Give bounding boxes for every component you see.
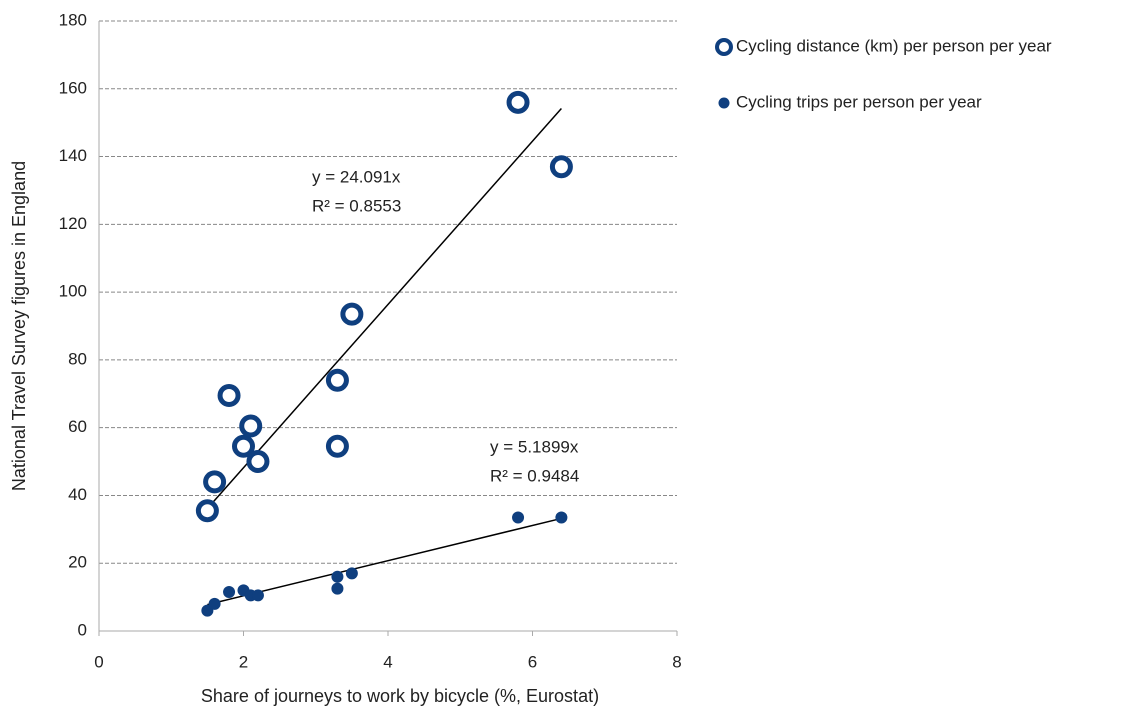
point bbox=[331, 582, 344, 595]
y-tick-label: 120 bbox=[59, 214, 87, 233]
y-tick-label: 20 bbox=[68, 553, 87, 572]
point bbox=[232, 434, 255, 458]
point bbox=[345, 567, 358, 580]
trendline-r-squared: R² = 0.8553 bbox=[312, 196, 401, 215]
x-axis-label: Share of journeys to work by bicycle (%,… bbox=[201, 686, 599, 706]
y-axis-label: National Travel Survey figures in Englan… bbox=[9, 161, 29, 491]
point bbox=[203, 470, 227, 494]
trendline bbox=[207, 517, 562, 606]
x-tick-label: 6 bbox=[528, 652, 537, 671]
point bbox=[340, 302, 364, 326]
legend-label: Cycling trips per person per year bbox=[736, 92, 982, 111]
y-tick-label: 160 bbox=[59, 78, 87, 97]
point bbox=[325, 434, 349, 458]
x-tick-label: 0 bbox=[94, 652, 103, 671]
point bbox=[251, 589, 264, 602]
trendline-equation: y = 24.091x bbox=[312, 167, 401, 186]
y-tick-label: 100 bbox=[59, 282, 87, 301]
legend-marker bbox=[715, 38, 733, 56]
point bbox=[331, 570, 344, 583]
y-tick-label: 40 bbox=[68, 485, 87, 504]
y-tick-label: 0 bbox=[78, 620, 87, 639]
point bbox=[217, 383, 241, 407]
point bbox=[549, 155, 573, 179]
x-tick-label: 8 bbox=[672, 652, 681, 671]
trendline bbox=[206, 107, 562, 510]
trendline-r-squared: R² = 0.9484 bbox=[490, 466, 579, 485]
point bbox=[325, 368, 349, 392]
x-tick-label: 2 bbox=[239, 652, 248, 671]
point bbox=[506, 90, 530, 114]
y-tick-label: 80 bbox=[68, 349, 87, 368]
y-tick-label: 140 bbox=[59, 146, 87, 165]
point bbox=[246, 450, 270, 474]
point bbox=[555, 511, 568, 524]
trendline-equation: y = 5.1899x bbox=[490, 437, 579, 456]
y-tick-label: 60 bbox=[68, 417, 87, 436]
point bbox=[239, 414, 263, 438]
point bbox=[208, 597, 221, 610]
x-tick-label: 4 bbox=[383, 652, 392, 671]
y-tick-label: 180 bbox=[59, 10, 87, 29]
point bbox=[512, 511, 525, 524]
point bbox=[223, 586, 236, 599]
legend-marker bbox=[718, 97, 730, 109]
point bbox=[195, 499, 219, 523]
legend-label: Cycling distance (km) per person per yea… bbox=[736, 36, 1052, 55]
